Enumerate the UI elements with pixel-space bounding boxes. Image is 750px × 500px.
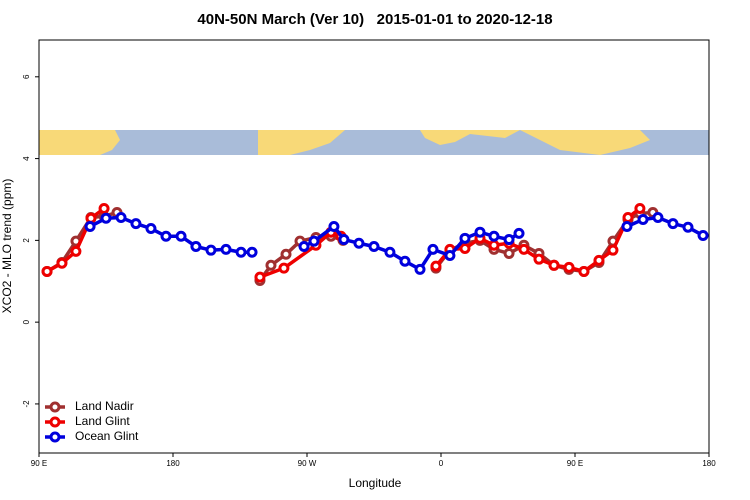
data-point bbox=[308, 235, 320, 247]
data-point bbox=[430, 260, 442, 272]
map-strip bbox=[39, 130, 709, 155]
data-point bbox=[298, 241, 310, 252]
legend-marker bbox=[49, 401, 61, 413]
legend-marker bbox=[49, 431, 61, 443]
data-point bbox=[98, 202, 110, 214]
data-point bbox=[328, 220, 340, 232]
data-point bbox=[548, 259, 560, 271]
data-point bbox=[115, 211, 127, 223]
data-point bbox=[634, 202, 646, 214]
chart-title: 40N-50N March (Ver 10) 2015-01-01 to 202… bbox=[197, 11, 552, 28]
data-point bbox=[503, 247, 515, 259]
data-point bbox=[697, 229, 709, 241]
y-axis-label: XCO2 - MLO trend (ppm) bbox=[0, 179, 14, 314]
data-point bbox=[278, 262, 290, 274]
data-point bbox=[84, 220, 96, 232]
data-point bbox=[280, 248, 292, 260]
data-point bbox=[235, 246, 247, 258]
x-tick-label: 90 W bbox=[298, 459, 317, 468]
data-point bbox=[667, 218, 679, 230]
data-point bbox=[593, 254, 605, 266]
data-point bbox=[190, 241, 202, 252]
data-point bbox=[563, 261, 575, 273]
data-point bbox=[621, 220, 633, 232]
legend-label: Land Nadir bbox=[75, 399, 134, 413]
data-point bbox=[368, 241, 380, 252]
data-point bbox=[637, 214, 649, 226]
data-point bbox=[474, 226, 486, 238]
x-tick-label: 0 bbox=[439, 459, 444, 468]
legend-label: Ocean Glint bbox=[75, 429, 139, 443]
data-point bbox=[100, 212, 112, 224]
y-tick-label: 0 bbox=[22, 319, 31, 324]
data-point bbox=[444, 249, 456, 261]
x-axis-label: Longitude bbox=[349, 476, 402, 490]
y-tick-label: 4 bbox=[22, 156, 31, 161]
data-point bbox=[682, 221, 694, 233]
y-tick-label: 6 bbox=[22, 74, 31, 79]
y-tick-label: -2 bbox=[22, 400, 31, 408]
x-tick-label: 90 E bbox=[31, 459, 47, 468]
data-point bbox=[607, 244, 619, 256]
plot-frame bbox=[38, 39, 710, 454]
data-point bbox=[205, 244, 217, 256]
data-point bbox=[130, 218, 142, 230]
data-point bbox=[384, 246, 396, 258]
x-tick-label: 180 bbox=[166, 459, 180, 468]
data-point bbox=[513, 227, 525, 239]
data-point bbox=[459, 232, 471, 244]
legend-label: Land Glint bbox=[75, 414, 130, 428]
y-tick-label: 2 bbox=[22, 238, 31, 243]
data-point bbox=[622, 211, 634, 223]
data-point bbox=[265, 259, 277, 271]
data-point bbox=[70, 245, 82, 257]
data-point bbox=[246, 246, 258, 258]
data-point bbox=[459, 243, 471, 255]
data-point bbox=[578, 265, 590, 277]
data-point bbox=[145, 223, 157, 235]
data-point bbox=[160, 230, 172, 242]
data-point bbox=[503, 234, 515, 246]
data-point bbox=[518, 243, 530, 255]
data-point bbox=[56, 257, 68, 269]
data-point bbox=[488, 230, 500, 242]
data-point bbox=[338, 234, 350, 246]
data-point bbox=[175, 230, 187, 242]
data-point bbox=[652, 211, 664, 223]
data-point bbox=[220, 243, 232, 255]
data-point bbox=[414, 263, 426, 275]
legend-marker bbox=[49, 416, 61, 428]
x-tick-label: 180 bbox=[702, 459, 716, 468]
data-point bbox=[353, 237, 365, 249]
data-point bbox=[533, 253, 545, 265]
data-point bbox=[427, 243, 439, 255]
x-tick-label: 90 E bbox=[567, 459, 583, 468]
data-point bbox=[254, 271, 266, 283]
data-point bbox=[488, 239, 500, 251]
data-point bbox=[399, 255, 411, 267]
data-point bbox=[41, 265, 53, 277]
